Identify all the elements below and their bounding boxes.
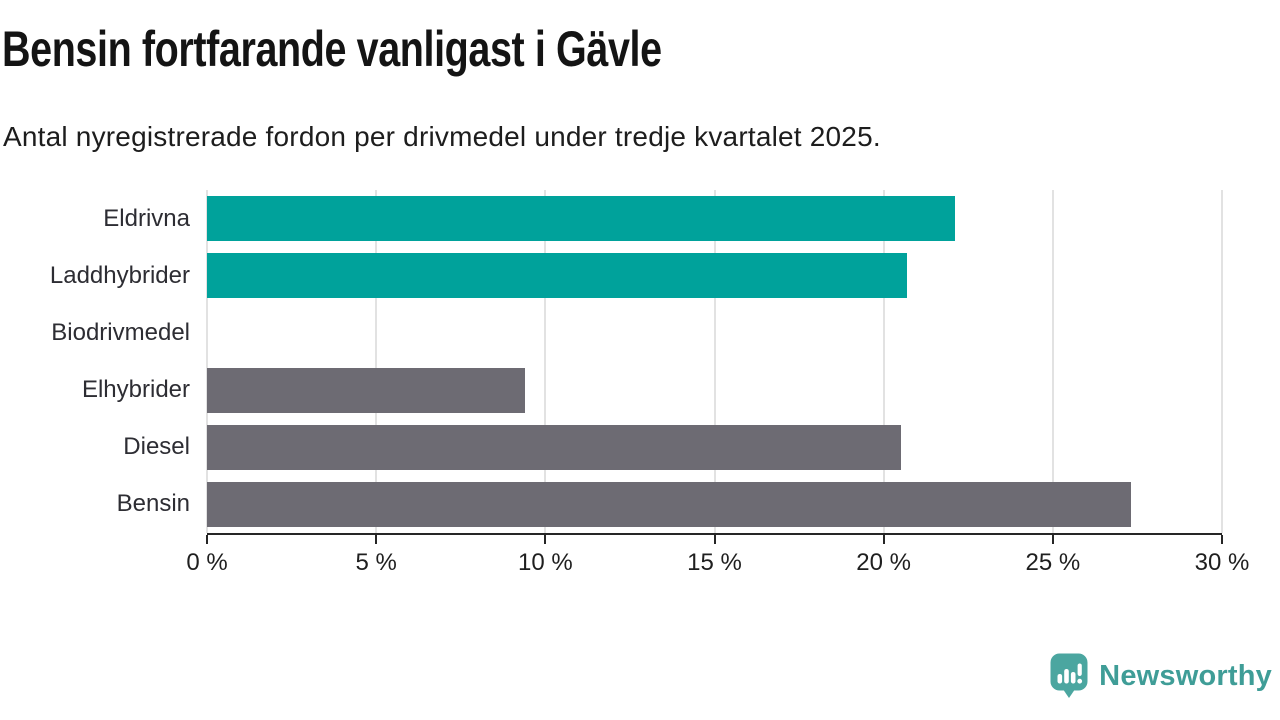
bar-track-elhybrider (207, 367, 1222, 413)
bar-elhybrider (207, 367, 526, 413)
bar-laddhybrider (207, 253, 908, 299)
category-label-laddhybrider: Laddhybrider (49, 261, 190, 289)
bar-rows: Eldrivna Laddhybrider Biodrivmedel Elhybrid… (0, 190, 1222, 533)
newsworthy-speech-bubble-chart-icon (1050, 653, 1088, 698)
bar-diesel (207, 424, 901, 470)
category-label-biodrivmedel: Biodrivmedel (51, 318, 190, 346)
axis-tick-25 (1051, 535, 1054, 544)
bar-row-elhybrider: Elhybrider (0, 362, 1222, 419)
category-label-elhybrider: Elhybrider (81, 376, 190, 404)
plot-area: Eldrivna Laddhybrider Biodrivmedel Elhybrid… (0, 190, 1223, 533)
category-label-bensin: Bensin (116, 490, 190, 518)
axis-tick-label-30: 30 % (1194, 549, 1250, 576)
bar-chart: Eldrivna Laddhybrider Biodrivmedel Elhybrid… (0, 190, 1249, 600)
axis-tick-15 (713, 535, 716, 544)
chart-title: Bensin fortfarande vanligast i Gävle (2, 21, 662, 77)
gridline-25 (1051, 190, 1054, 533)
axis-tick-20 (882, 535, 885, 544)
gridline-10 (544, 190, 547, 533)
gridline-15 (713, 190, 716, 533)
gridline-5 (375, 190, 378, 533)
bar-row-laddhybrider: Laddhybrider (0, 247, 1222, 304)
bar-row-bensin: Bensin (0, 476, 1222, 533)
bar-track-eldrivna (207, 196, 1222, 242)
gridline-20 (882, 190, 885, 533)
category-label-eldrivna: Eldrivna (103, 204, 190, 232)
bar-row-diesel: Diesel (0, 419, 1222, 476)
chart-subtitle: Antal nyregistrerade fordon per drivmede… (3, 121, 881, 152)
bar-row-eldrivna: Eldrivna (0, 190, 1222, 247)
bar-track-biodrivmedel (207, 310, 1222, 355)
bar-track-bensin (207, 481, 1222, 527)
axis-tick-label-15: 15 % (687, 549, 742, 576)
bar-track-diesel (207, 424, 1222, 470)
x-axis: 0 % 5 % 10 % 15 % 20 % 25 % 30 % (186, 533, 1249, 590)
bar-bensin (207, 481, 1131, 527)
axis-tick-0 (206, 535, 208, 544)
category-label-diesel: Diesel (123, 433, 190, 461)
axis-tick-label-25: 25 % (1025, 549, 1081, 576)
axis-tick-label-5: 5 % (355, 549, 397, 576)
gridline-0 (206, 190, 208, 533)
bar-eldrivna (207, 196, 955, 242)
axis-tick-5 (375, 535, 378, 544)
axis-tick-label-0: 0 % (186, 549, 228, 576)
axis-tick-label-20: 20 % (856, 549, 912, 576)
axis-tick-10 (544, 535, 547, 544)
axis-tick-30 (1221, 535, 1223, 544)
gridline-30 (1221, 190, 1223, 533)
newsworthy-logo: Newsworthy (1050, 653, 1272, 699)
gridlines (206, 190, 1223, 533)
newsworthy-logo-text: Newsworthy (1099, 659, 1272, 692)
bar-row-biodrivmedel: Biodrivmedel (0, 304, 1222, 361)
axis-tick-label-10: 10 % (517, 549, 573, 576)
bar-track-laddhybrider (207, 253, 1222, 299)
